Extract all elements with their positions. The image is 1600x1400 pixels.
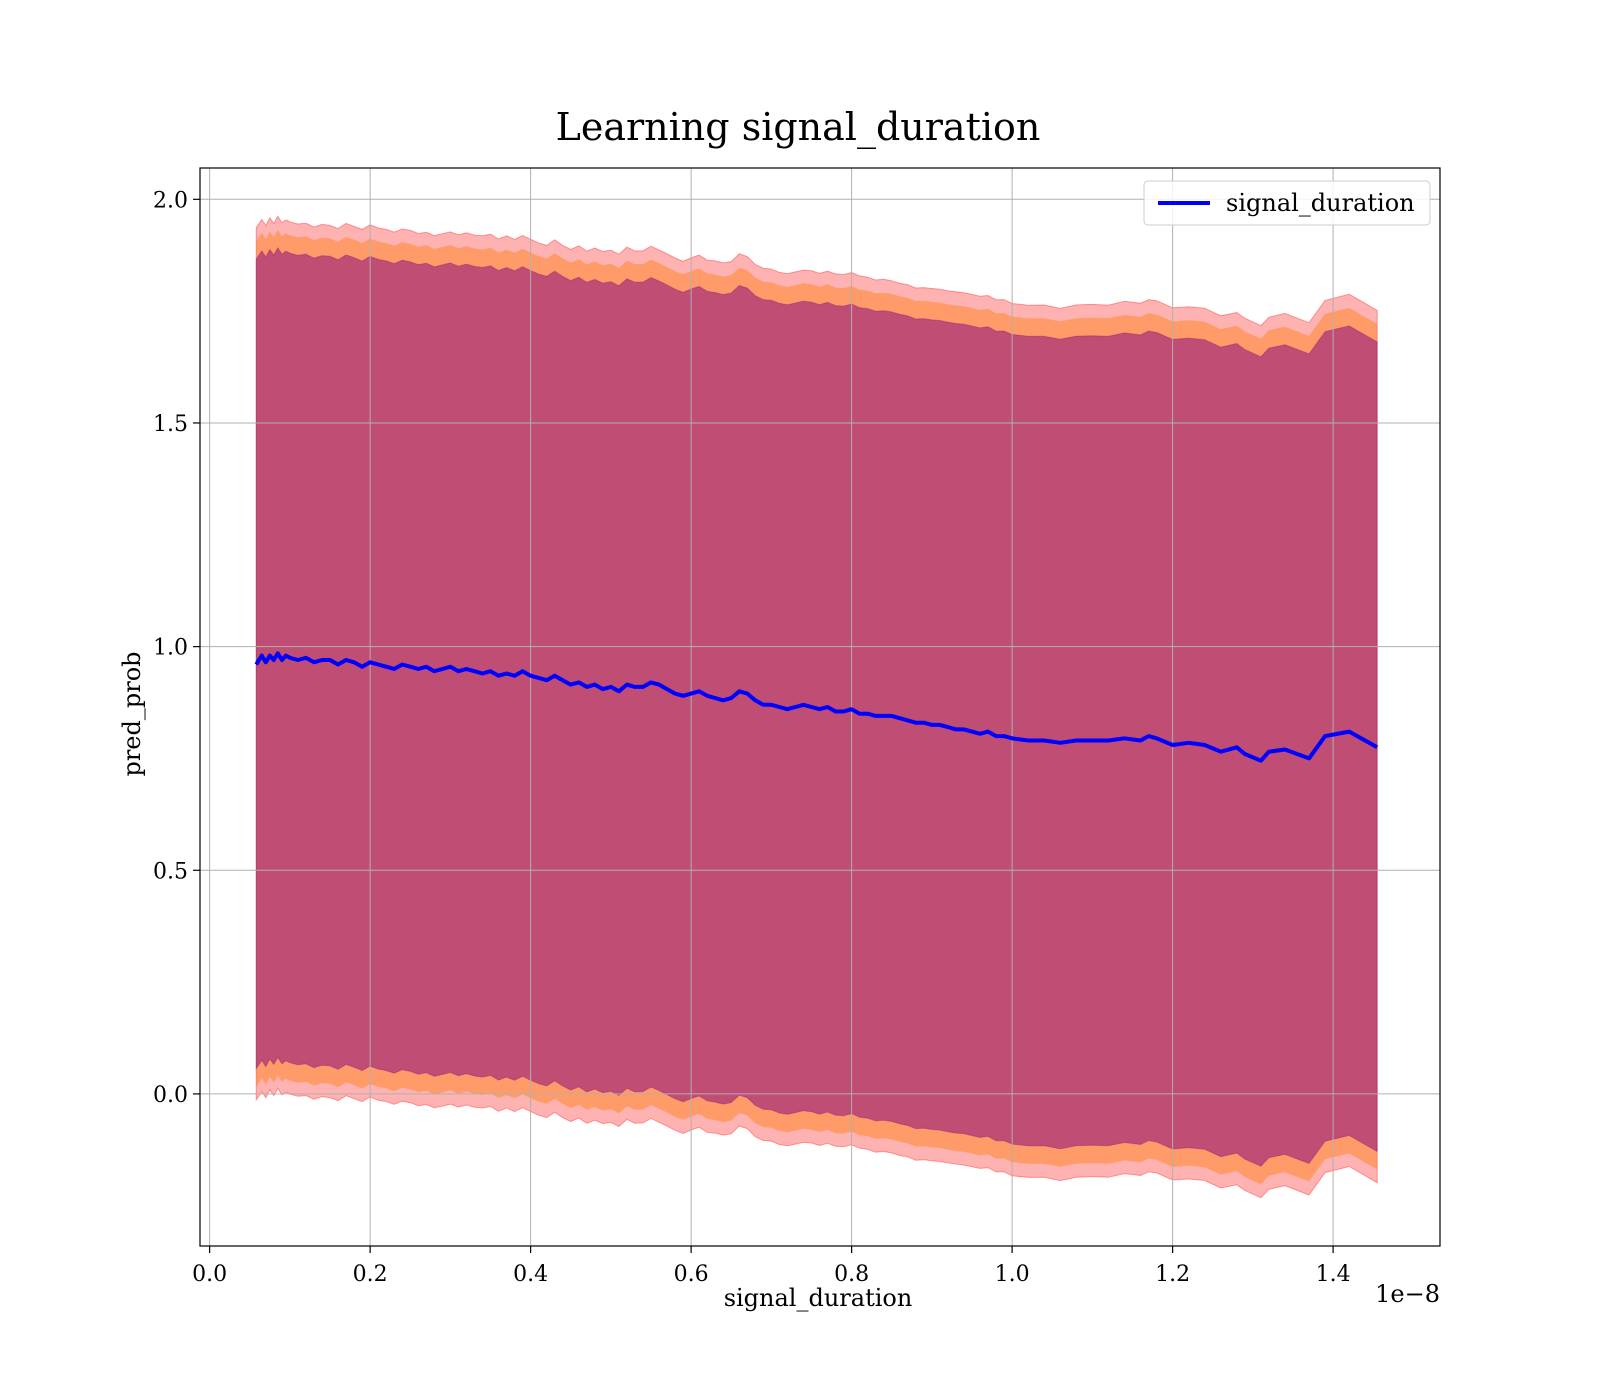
plot-frame <box>199 167 1441 1247</box>
x-tick-label: 0.2 <box>353 1262 388 1287</box>
y-tick-label: 2.0 <box>153 188 188 213</box>
x-tick-label: 0.4 <box>513 1262 548 1287</box>
x-axis-offset-text: 1e−8 <box>1375 1280 1440 1308</box>
x-tick-label: 1.2 <box>1155 1262 1190 1287</box>
x-axis-label: signal_duration <box>724 1284 913 1312</box>
series-line-signal-duration <box>254 651 1379 763</box>
y-tick-label: 1.0 <box>153 636 188 661</box>
legend-box <box>1143 180 1431 226</box>
plot-area: 0.0 0.2 0.4 0.6 0.8 1.0 1.2 1.4 0.0 0.5 1.0 1.5 2.0 s… <box>153 167 1441 1287</box>
y-tick-label: 0.5 <box>153 859 188 884</box>
y-tick-label: 1.5 <box>153 412 188 437</box>
x-tick-label: 1.0 <box>995 1262 1030 1287</box>
x-tick-label: 0.6 <box>674 1262 709 1287</box>
y-axis-label: pred_prob <box>118 651 146 776</box>
x-tick-label: 0.8 <box>834 1262 869 1287</box>
chart-title: Learning signal_duration <box>556 105 1041 150</box>
y-tick-label: 0.0 <box>153 1083 188 1108</box>
legend-label: signal_duration <box>1226 189 1415 217</box>
x-tick-label: 0.0 <box>192 1262 227 1287</box>
x-tick-label: 1.4 <box>1316 1262 1351 1287</box>
legend: signal_duration <box>1143 180 1431 226</box>
